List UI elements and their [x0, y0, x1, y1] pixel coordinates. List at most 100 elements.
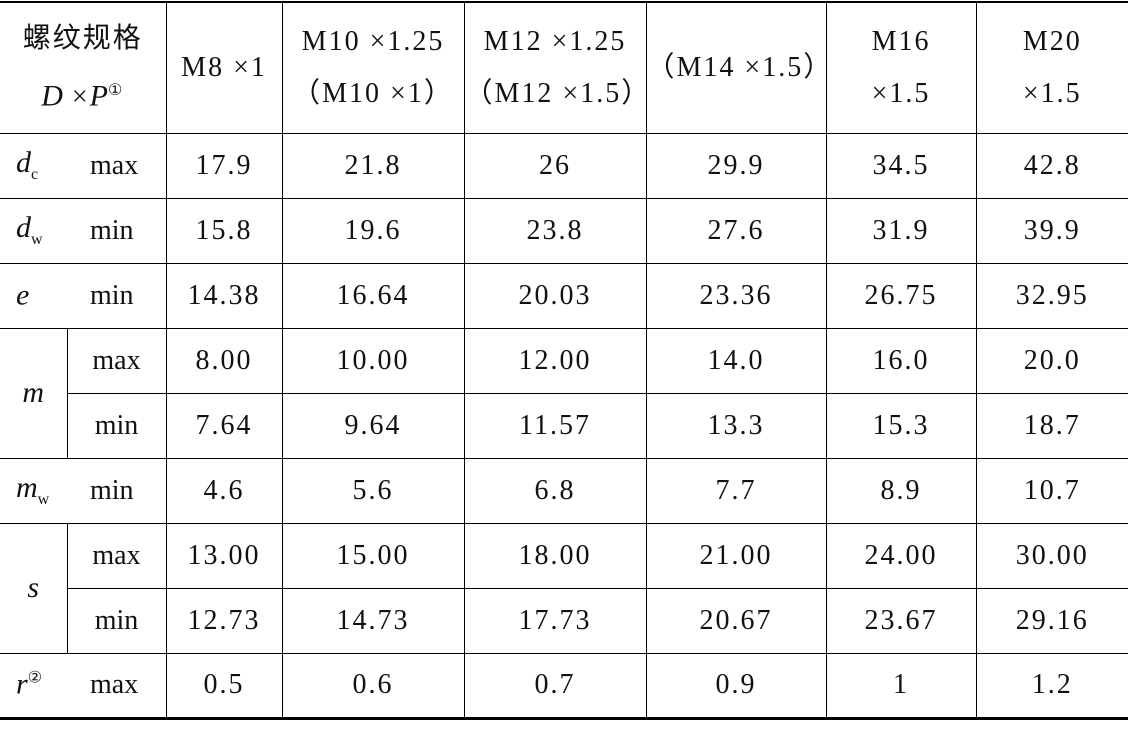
symbol-cell: dc max — [0, 132, 167, 199]
column-header-line: M12 ×1.25 — [483, 25, 627, 57]
value-cell: 14.0 — [645, 327, 827, 394]
column-header-line: （M10 ×1） — [292, 77, 454, 109]
value-cell: 26 — [463, 132, 647, 199]
column-header: （M14 ×1.5） — [645, 1, 834, 134]
column-header-line: M20 — [1022, 25, 1082, 57]
symbol-cell: mw min — [0, 457, 167, 524]
spec-header: 螺纹规格 D ×P① — [0, 1, 167, 134]
symbol: s — [27, 571, 39, 604]
value-cell: 19.6 — [281, 197, 465, 264]
symbol-superscript: ② — [27, 669, 43, 687]
symbol-subscript: c — [31, 165, 39, 183]
symbol-subscript: w — [37, 490, 50, 508]
value-cell: 18.7 — [975, 392, 1128, 459]
symbol: mw — [16, 471, 49, 509]
value-cell: 30.00 — [975, 522, 1128, 589]
symbol-letter: s — [27, 571, 40, 604]
column-header-line: M8 ×1 — [181, 51, 267, 83]
value-cell: 20.67 — [645, 587, 827, 654]
value-cell: 9.64 — [281, 392, 465, 459]
column-header: M16 ×1.5 — [825, 1, 977, 134]
column-header: M8 ×1 — [165, 1, 283, 134]
value-cell: 14.38 — [165, 262, 283, 329]
qualifier: min — [67, 587, 167, 654]
value-cell: 7.7 — [645, 457, 827, 524]
symbol-letter: d — [16, 210, 31, 244]
table-body: 螺纹规格 D ×P① M8 ×1 M10 ×1.25 （M10 ×1） M12 ×1.… — [0, 1, 1128, 719]
value-cell: 6.8 — [463, 457, 647, 524]
data-row: e min 14.38 16.64 20.03 23.36 26.75 32.95 — [0, 262, 1128, 329]
value-cell: 27.6 — [645, 197, 827, 264]
value-cell: 0.9 — [645, 652, 827, 719]
value-cell: 39.9 — [975, 197, 1128, 264]
symbol-cell: s — [0, 522, 68, 654]
value-cell: 20.03 — [463, 262, 647, 329]
spec-label: 螺纹规格 — [22, 22, 143, 54]
data-row: s max 13.00 15.00 18.00 21.00 24.00 30.00 — [0, 522, 1128, 654]
symbol: dw — [16, 211, 43, 249]
data-row: m max 8.00 10.00 12.00 14.0 16.0 20.0 — [0, 327, 1128, 459]
symbol-cell: m — [0, 327, 68, 459]
qualifier: min — [90, 474, 134, 506]
symbol-subscript: w — [31, 230, 43, 248]
value-cell: 4.6 — [165, 457, 283, 524]
data-row: dc max 17.9 21.8 26 29.9 34.5 42.8 — [0, 132, 1128, 199]
column-header-line: M10 ×1.25 — [301, 25, 445, 57]
value-cell: 23.67 — [825, 587, 977, 654]
value-cell: 17.9 — [165, 132, 283, 199]
header-row: 螺纹规格 D ×P① M8 ×1 M10 ×1.25 （M10 ×1） M12 ×1.… — [0, 1, 1128, 134]
value-cell: 26.75 — [825, 262, 977, 329]
column-header-line: ×1.5 — [871, 77, 931, 109]
value-cell: 10.7 — [975, 457, 1128, 524]
value-cell: 16.0 — [825, 327, 977, 394]
value-cell: 5.6 — [281, 457, 465, 524]
data-row: mw min 4.6 5.6 6.8 7.7 8.9 10.7 — [0, 457, 1128, 524]
data-row: min 12.73 14.73 17.73 20.67 23.67 29.16 — [0, 587, 1128, 654]
symbol-d: D — [41, 78, 63, 112]
value-cell: 12.00 — [463, 327, 647, 394]
symbol-p: P — [89, 78, 108, 112]
value-cell: 7.64 — [165, 392, 283, 459]
data-row: dw min 15.8 19.6 23.8 27.6 31.9 39.9 — [0, 197, 1128, 264]
value-cell: 12.73 — [165, 587, 283, 654]
symbol-letter: e — [16, 277, 30, 311]
value-cell: 23.8 — [463, 197, 647, 264]
symbol-cell: dw min — [0, 197, 167, 264]
symbol: e — [16, 278, 29, 312]
symbol-letter: m — [16, 470, 38, 504]
value-cell: 8.00 — [165, 327, 283, 394]
value-cell: 24.00 — [825, 522, 977, 589]
value-cell: 14.73 — [281, 587, 465, 654]
spec-table: 螺纹规格 D ×P① M8 ×1 M10 ×1.25 （M10 ×1） M12 ×1.… — [0, 1, 1128, 720]
column-header-line: （M14 ×1.5） — [646, 51, 834, 83]
value-cell: 42.8 — [975, 132, 1128, 199]
symbol-letter: r — [16, 667, 28, 701]
symbol-cell: e min — [0, 262, 167, 329]
value-cell: 15.8 — [165, 197, 283, 264]
column-header: M10 ×1.25 （M10 ×1） — [281, 1, 465, 134]
value-cell: 13.3 — [645, 392, 827, 459]
value-cell: 29.9 — [645, 132, 827, 199]
qualifier: min — [90, 279, 134, 311]
value-cell: 0.6 — [281, 652, 465, 719]
value-cell: 16.64 — [281, 262, 465, 329]
value-cell: 29.16 — [975, 587, 1128, 654]
value-cell: 13.00 — [165, 522, 283, 589]
value-cell: 34.5 — [825, 132, 977, 199]
column-header-line: M16 — [871, 25, 931, 57]
value-cell: 23.36 — [645, 262, 827, 329]
qualifier: min — [90, 214, 134, 246]
value-cell: 1 — [825, 652, 977, 719]
symbol: r② — [16, 667, 42, 701]
value-cell: 21.8 — [281, 132, 465, 199]
value-cell: 0.7 — [463, 652, 647, 719]
qualifier: min — [67, 392, 167, 459]
value-cell: 1.2 — [975, 652, 1128, 719]
column-header: M20 ×1.5 — [975, 1, 1128, 134]
footnote-mark: ① — [107, 81, 125, 99]
column-header: M12 ×1.25 （M12 ×1.5） — [463, 1, 652, 134]
value-cell: 0.5 — [165, 652, 283, 719]
value-cell: 10.00 — [281, 327, 465, 394]
column-header-line: （M12 ×1.5） — [464, 77, 652, 109]
